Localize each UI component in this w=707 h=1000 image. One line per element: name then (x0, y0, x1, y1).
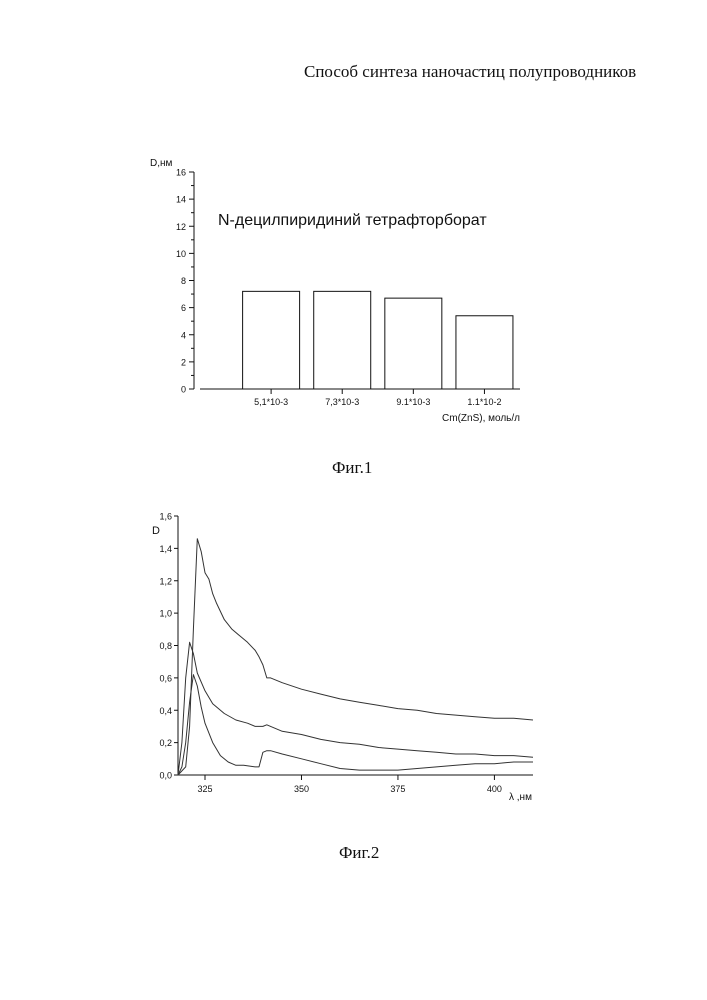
y-tick-label: 1,4 (159, 544, 172, 554)
spectrum-line (178, 642, 533, 775)
x-axis-label: λ ,нм (509, 792, 532, 803)
y-tick-label: 1,2 (159, 576, 172, 586)
x-tick-label: 400 (487, 784, 502, 794)
spectrum-line (178, 539, 533, 775)
y-tick-label: 0,0 (159, 771, 172, 781)
spectrum-line (178, 675, 533, 775)
y-tick-label: 1,6 (159, 512, 172, 522)
x-tick-label: 325 (197, 784, 212, 794)
y-tick-label: 0,8 (159, 641, 172, 651)
x-tick-label: 350 (294, 784, 309, 794)
line-chart-absorption-spectra: 0,0 0,2 0,4 0,6 0,8 1,0 1,2 1,4 1,6 325 350 375 400 D… (0, 0, 707, 840)
y-tick-label: 0,2 (159, 738, 172, 748)
y-tick-label: 0,6 (159, 673, 172, 683)
y-tick-label: 0,4 (159, 706, 172, 716)
y-tick-label: 1,0 (159, 609, 172, 619)
x-tick-label: 375 (390, 784, 405, 794)
figure-2-caption: Фиг.2 (339, 843, 379, 863)
y-axis-label: D (152, 525, 160, 537)
